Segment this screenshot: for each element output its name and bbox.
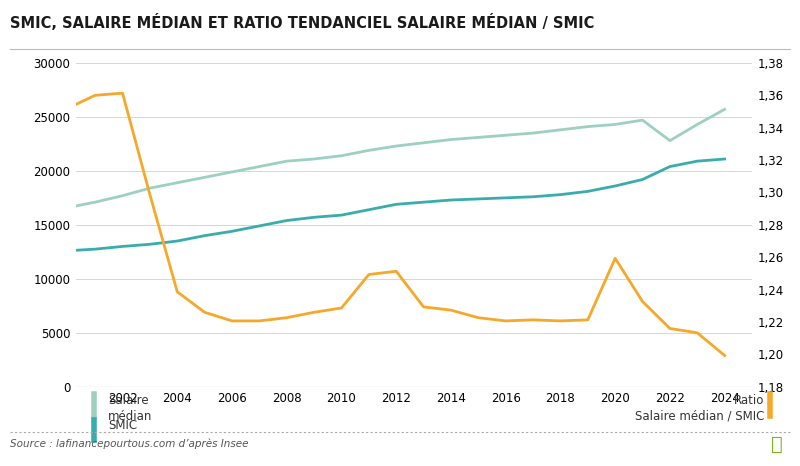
- Text: SMIC: SMIC: [108, 419, 137, 432]
- Text: Ratio
Salaire médian / SMIC: Ratio Salaire médian / SMIC: [634, 394, 764, 423]
- Text: SMIC, SALAIRE MÉDIAN ET RATIO TENDANCIEL SALAIRE MÉDIAN / SMIC: SMIC, SALAIRE MÉDIAN ET RATIO TENDANCIEL…: [10, 14, 594, 31]
- Text: 🌿: 🌿: [770, 435, 782, 454]
- Text: Salaire
médian: Salaire médian: [108, 394, 152, 423]
- Text: Source : lafinancepourtous.com d’après Insee: Source : lafinancepourtous.com d’après I…: [10, 438, 249, 449]
